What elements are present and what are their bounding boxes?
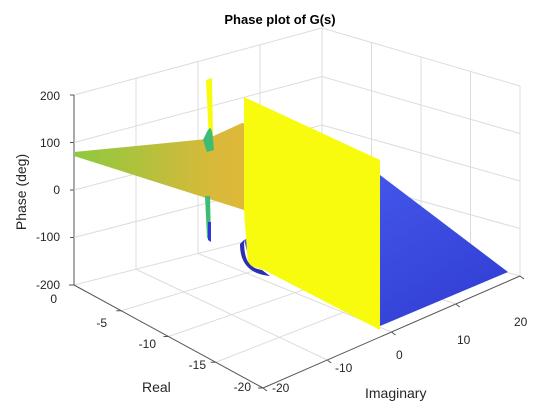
y-tick-mark: [326, 359, 332, 364]
y-tick-label: -10: [335, 361, 353, 375]
z-tick-label: 200: [40, 89, 60, 103]
grid-line: [73, 75, 521, 143]
y-tick-mark: [455, 303, 461, 308]
x-tick-label: -5: [96, 316, 107, 330]
y-tick-label: 10: [457, 333, 471, 347]
y-axis-label: Imaginary: [365, 385, 426, 401]
x-tick-label: -20: [234, 380, 252, 394]
z-tick-label: -200: [36, 278, 60, 292]
phase-surface: [74, 78, 508, 330]
x-axis-label: Real: [142, 379, 171, 395]
x-tick-label: 0: [50, 292, 57, 306]
x-tick-label: -10: [139, 337, 157, 351]
surface-discontinuity-wall: [244, 97, 380, 330]
z-tick-labels: 200 100 0 -100 -200: [36, 89, 60, 292]
y-tick-mark: [391, 331, 396, 336]
y-tick-label: 0: [396, 348, 403, 362]
surface-ridge: [203, 128, 214, 152]
surface-wall-shadow: [240, 240, 270, 276]
surface-pole-spike: [206, 78, 213, 140]
x-tick-labels: 0 -5 -10 -15 -20: [50, 292, 251, 394]
chart-title: Phase plot of G(s): [224, 12, 335, 27]
grid-line: [73, 27, 521, 96]
z-tick-label: 100: [40, 136, 60, 150]
z-tick-label: -100: [36, 230, 60, 244]
z-axis-label: Phase (deg): [13, 154, 29, 230]
surface-pole-dip-dark: [208, 222, 211, 242]
x-tick-label: -15: [189, 358, 207, 372]
y-tick-label: 20: [514, 315, 528, 329]
y-tick-labels: -20 -10 0 10 20: [272, 315, 528, 395]
y-tick-label: -20: [272, 381, 290, 395]
z-tick-label: 0: [53, 183, 60, 197]
y-tick-mark: [519, 275, 525, 280]
y-tick-mark: [262, 387, 268, 392]
